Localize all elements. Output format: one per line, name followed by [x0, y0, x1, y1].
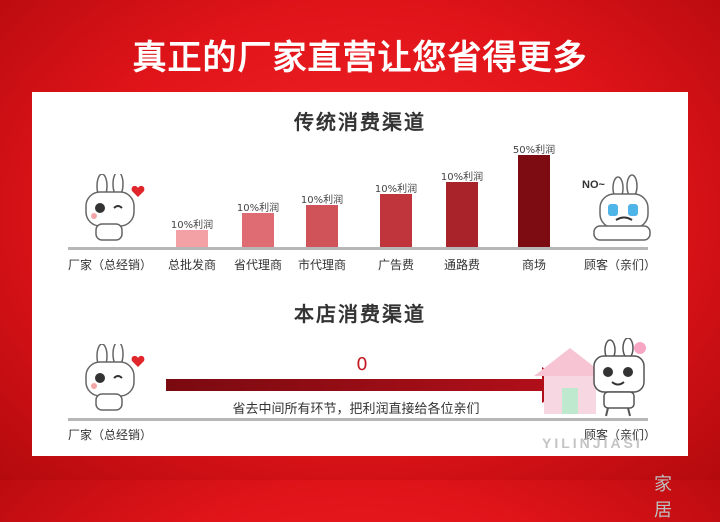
profit-bar: [306, 205, 338, 247]
profit-bar: [176, 230, 208, 247]
profit-bar: [446, 182, 478, 247]
direct-arrow: [166, 379, 546, 391]
no-text: NO~: [582, 179, 606, 191]
profit-bar-label: 10%利润: [374, 184, 418, 195]
channel-label: 市代理商: [297, 258, 346, 272]
channel-label: 省代理商: [233, 258, 282, 272]
manufacturer-bunny-icon: [85, 174, 145, 241]
channel-label: 广告费: [377, 258, 414, 272]
profit-bar-label: 50%利润: [512, 145, 556, 156]
happy-customer-icon: [593, 338, 646, 417]
channel-label: 总批发商: [167, 258, 216, 272]
traditional-title: 传统消费渠道: [294, 110, 426, 134]
profit-bars: 10%利润 10%利润 10%利润 10%利润 10%利润 50%利润: [32, 132, 688, 247]
content-panel: 传统消费渠道 10%利润 10%利润 10%利润 10%利润 10%利润 50%利润 NO…: [32, 92, 688, 521]
end-label-store: 顾客（亲们）: [583, 428, 656, 442]
watermark-en: YILINJIASI: [542, 435, 643, 451]
arrow-caption: 省去中间所有环节，把利润直接给各位亲们: [232, 402, 480, 417]
crying-customer-icon: NO~: [582, 174, 651, 241]
manufacturer-bunny-icon: [85, 344, 145, 411]
store-title: 本店消费渠道: [294, 302, 426, 326]
channel-label: 通路费: [443, 258, 480, 272]
profit-bar-label: 10%利润: [300, 195, 344, 206]
traditional-baseline: [68, 247, 648, 250]
store-baseline: [68, 418, 648, 421]
profit-bar: [380, 194, 412, 247]
profit-bar-label: 10%利润: [440, 172, 484, 183]
profit-bar-label: 10%利润: [236, 203, 280, 214]
channel-label: 商场: [521, 258, 546, 272]
zero-profit-label: 0: [356, 354, 368, 375]
headline: 真正的厂家直营让您省得更多: [132, 38, 588, 78]
profit-bar-label: 10%利润: [170, 220, 214, 231]
start-label-traditional: 厂家（总经销）: [67, 258, 152, 272]
start-label-store: 厂家（总经销）: [67, 428, 152, 442]
profit-bar: [518, 155, 550, 247]
watermark-cn: 家居: [654, 474, 672, 521]
end-label-traditional: 顾客（亲们）: [583, 258, 656, 272]
house-logo-icon: [534, 348, 606, 414]
profit-bar: [242, 213, 274, 247]
